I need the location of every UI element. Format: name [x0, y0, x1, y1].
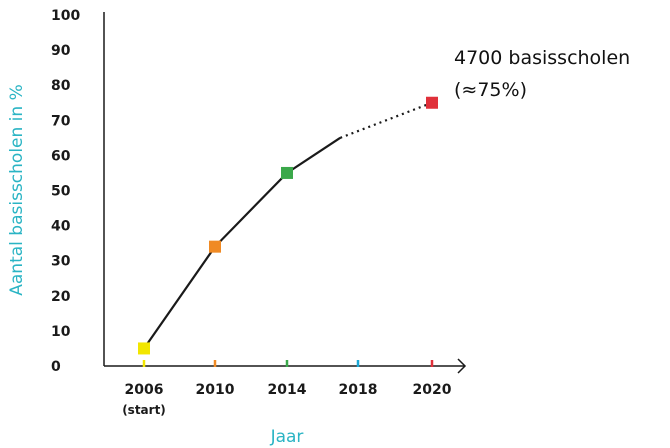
x-tick-label: 2010	[196, 382, 235, 398]
y-tick-label: 60	[51, 148, 71, 164]
x-axis-arrow	[457, 358, 467, 374]
data-point-marker	[426, 96, 438, 109]
data-point-marker	[209, 240, 221, 253]
y-tick-label: 0	[51, 359, 61, 375]
x-axis-title: Jaar	[270, 427, 304, 447]
x-tick-label: 2020	[413, 382, 452, 398]
series-line-solid	[143, 136, 341, 350]
y-tick-label: 20	[51, 289, 71, 305]
data-point-marker	[281, 166, 293, 179]
data-markers	[138, 96, 438, 355]
y-tick-label: 100	[51, 8, 80, 24]
y-tick-label: 30	[51, 254, 71, 270]
y-tick-label: 90	[51, 43, 71, 59]
data-point-marker	[138, 342, 150, 355]
y-tick-label: 40	[51, 219, 71, 235]
labels: 0 10 20 30 40 50 60 70 80 90 100 2006 (start) 2010 201…	[7, 8, 630, 447]
x-tick-label: 2014	[268, 382, 307, 398]
y-tick-label: 50	[51, 184, 71, 200]
annotation-text: 4700 basisscholen	[454, 47, 630, 69]
series-line-dotted	[339, 101, 433, 139]
axes	[103, 12, 467, 374]
annotation-text: (≈75%)	[454, 79, 527, 101]
y-tick-label: 10	[51, 324, 71, 340]
series-lines	[143, 101, 433, 350]
y-axis-title: Aantal basisscholen in %	[7, 84, 27, 295]
y-tick-label: 80	[51, 78, 71, 94]
x-tick-sublabel: (start)	[122, 403, 166, 417]
y-tick-label: 70	[51, 113, 71, 129]
x-tick-label: 2006	[125, 382, 164, 398]
x-tick-label: 2018	[339, 382, 378, 398]
